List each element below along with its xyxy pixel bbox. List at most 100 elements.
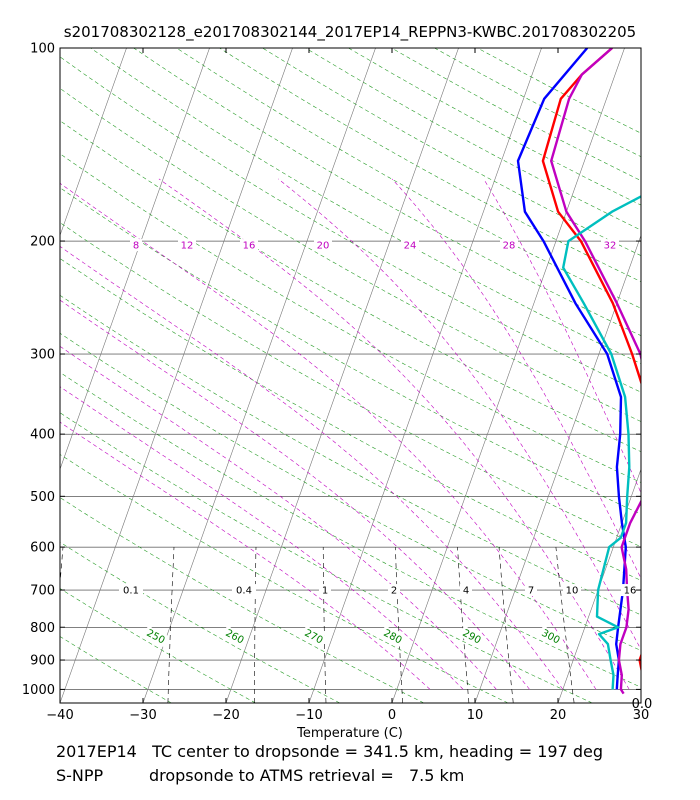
series-line bbox=[562, 195, 641, 690]
mixing-ratio-label: 7 bbox=[525, 584, 537, 597]
theta-w-label-text: 12 bbox=[181, 241, 194, 252]
x-tick-label: −40 bbox=[46, 708, 73, 723]
theta-w-label-text: 32 bbox=[604, 241, 617, 252]
theta-w-label: 28 bbox=[500, 239, 518, 252]
footer-line-1: 2017EP14 TC center to dropsonde = 341.5 … bbox=[56, 742, 604, 761]
theta-label: 300 bbox=[537, 625, 565, 648]
mixing-ratio-label-text: 1 bbox=[322, 586, 328, 597]
dry-adiabat-line bbox=[90, 48, 641, 364]
mixing-ratio-label: 0.1 bbox=[119, 584, 143, 597]
moist-adiabat-line bbox=[60, 345, 497, 690]
theta-w-label-box bbox=[500, 239, 518, 252]
dry-adiabat-line bbox=[60, 541, 340, 703]
theta-label-box bbox=[537, 625, 565, 648]
theta-w-label-text: 16 bbox=[243, 241, 256, 252]
dry-adiabat-line bbox=[60, 294, 641, 616]
theta-label-box bbox=[221, 625, 249, 648]
mixing-ratio-label-text: 0.4 bbox=[236, 586, 252, 597]
dry-adiabat-line bbox=[60, 87, 641, 422]
mixing-ratio-line bbox=[167, 547, 175, 703]
y-tick-label: 600 bbox=[30, 541, 55, 556]
isotherm-line bbox=[640, 702, 641, 703]
theta-w-label-box bbox=[130, 239, 142, 252]
mixing-ratio-line bbox=[254, 547, 257, 703]
mixing-ratio-label-text: 16 bbox=[624, 586, 637, 597]
moist-adiabat-line bbox=[60, 182, 597, 690]
theta-label: 260 bbox=[221, 625, 249, 648]
isotherm-line bbox=[60, 48, 127, 237]
footer-line-2: S-NPP dropsonde to ATMS retrieval = 7.5 … bbox=[56, 766, 465, 785]
theta-label-box bbox=[300, 625, 328, 648]
y-tick-label: 900 bbox=[30, 654, 55, 669]
moist-adiabat-line bbox=[60, 246, 564, 690]
x-axis-label: Temperature (C) bbox=[296, 726, 403, 741]
y-tick-label: 100 bbox=[30, 42, 55, 57]
mixing-ratio-label: 10 bbox=[563, 584, 581, 597]
mixing-ratio-line bbox=[498, 547, 514, 703]
theta-w-label-box bbox=[601, 239, 619, 252]
isotherm-line bbox=[60, 48, 210, 471]
theta-label: 290 bbox=[458, 625, 486, 648]
theta-label-box bbox=[379, 625, 407, 648]
mixing-ratio-label: 4 bbox=[460, 584, 472, 597]
isotherm-line bbox=[225, 48, 459, 703]
moist-adiabat-line bbox=[278, 178, 641, 651]
y-tick-label: 1000 bbox=[22, 683, 55, 698]
background-lines bbox=[0, 48, 641, 703]
isotherm-line bbox=[308, 48, 542, 703]
dry-adiabat-line bbox=[60, 372, 641, 688]
chart-title: s201708302128_e201708302144_2017EP14_REP… bbox=[64, 23, 636, 42]
theta-w-label: 12 bbox=[178, 239, 196, 252]
dry-adiabat-line bbox=[60, 332, 641, 651]
theta-w-label-box bbox=[401, 239, 419, 252]
isotherm-line bbox=[60, 48, 293, 703]
x-tick-label: −10 bbox=[295, 708, 322, 723]
mixing-ratio-line bbox=[395, 547, 403, 703]
y-tick-label: 200 bbox=[30, 235, 55, 250]
moist-adiabat-line bbox=[60, 421, 431, 690]
x-tick-label: 0 bbox=[388, 708, 396, 723]
theta-label: 280 bbox=[379, 625, 407, 648]
isotherm-line bbox=[0, 48, 44, 703]
x-tick-label: 10 bbox=[467, 708, 484, 723]
dry-adiabat-line bbox=[60, 56, 641, 393]
mixing-ratio-label-box bbox=[319, 584, 331, 597]
mixing-ratio-label-text: 7 bbox=[528, 586, 534, 597]
theta-w-label-box bbox=[240, 239, 258, 252]
y-tick-label: 800 bbox=[30, 621, 55, 636]
theta-w-label-text: 28 bbox=[503, 241, 516, 252]
theta-w-label-box bbox=[314, 239, 332, 252]
mixing-ratio-label-text: 2 bbox=[391, 586, 397, 597]
dry-adiabat-line bbox=[60, 120, 641, 452]
mixing-ratio-label-box bbox=[563, 584, 581, 597]
mixing-ratio-label-box bbox=[388, 584, 400, 597]
x-tick-label: −20 bbox=[212, 708, 239, 723]
mixing-ratio-line bbox=[457, 547, 470, 703]
y-tick-label: 500 bbox=[30, 490, 55, 505]
theta-w-label: 8 bbox=[130, 239, 142, 252]
theta-w-label-text: 24 bbox=[404, 241, 417, 252]
dry-adiabat-line bbox=[262, 48, 641, 256]
y-tick-label: 400 bbox=[30, 428, 55, 443]
mixing-ratio-label-box bbox=[119, 584, 143, 597]
dry-adiabat-line bbox=[60, 454, 509, 703]
dry-adiabat-line bbox=[60, 258, 641, 581]
theta-label-box bbox=[458, 625, 486, 648]
isotherm-line bbox=[142, 48, 376, 703]
mixing-ratio-label-box bbox=[232, 584, 256, 597]
y-tick-label: 300 bbox=[30, 348, 55, 363]
mixing-ratio-line bbox=[555, 547, 575, 703]
mixing-ratio-label: 16 bbox=[621, 584, 639, 597]
dry-adiabat-line bbox=[60, 588, 256, 703]
y-tick-label: 700 bbox=[30, 584, 55, 599]
isotherm-line bbox=[391, 48, 625, 703]
series-line bbox=[541, 48, 641, 674]
mixing-ratio-label-text: 4 bbox=[463, 586, 469, 597]
mixing-ratio-label-text: 0.1 bbox=[123, 586, 139, 597]
mixing-ratio-label-text: 10 bbox=[566, 586, 579, 597]
dry-adiabat-line bbox=[60, 412, 593, 703]
mixing-ratio-label-box bbox=[525, 584, 537, 597]
